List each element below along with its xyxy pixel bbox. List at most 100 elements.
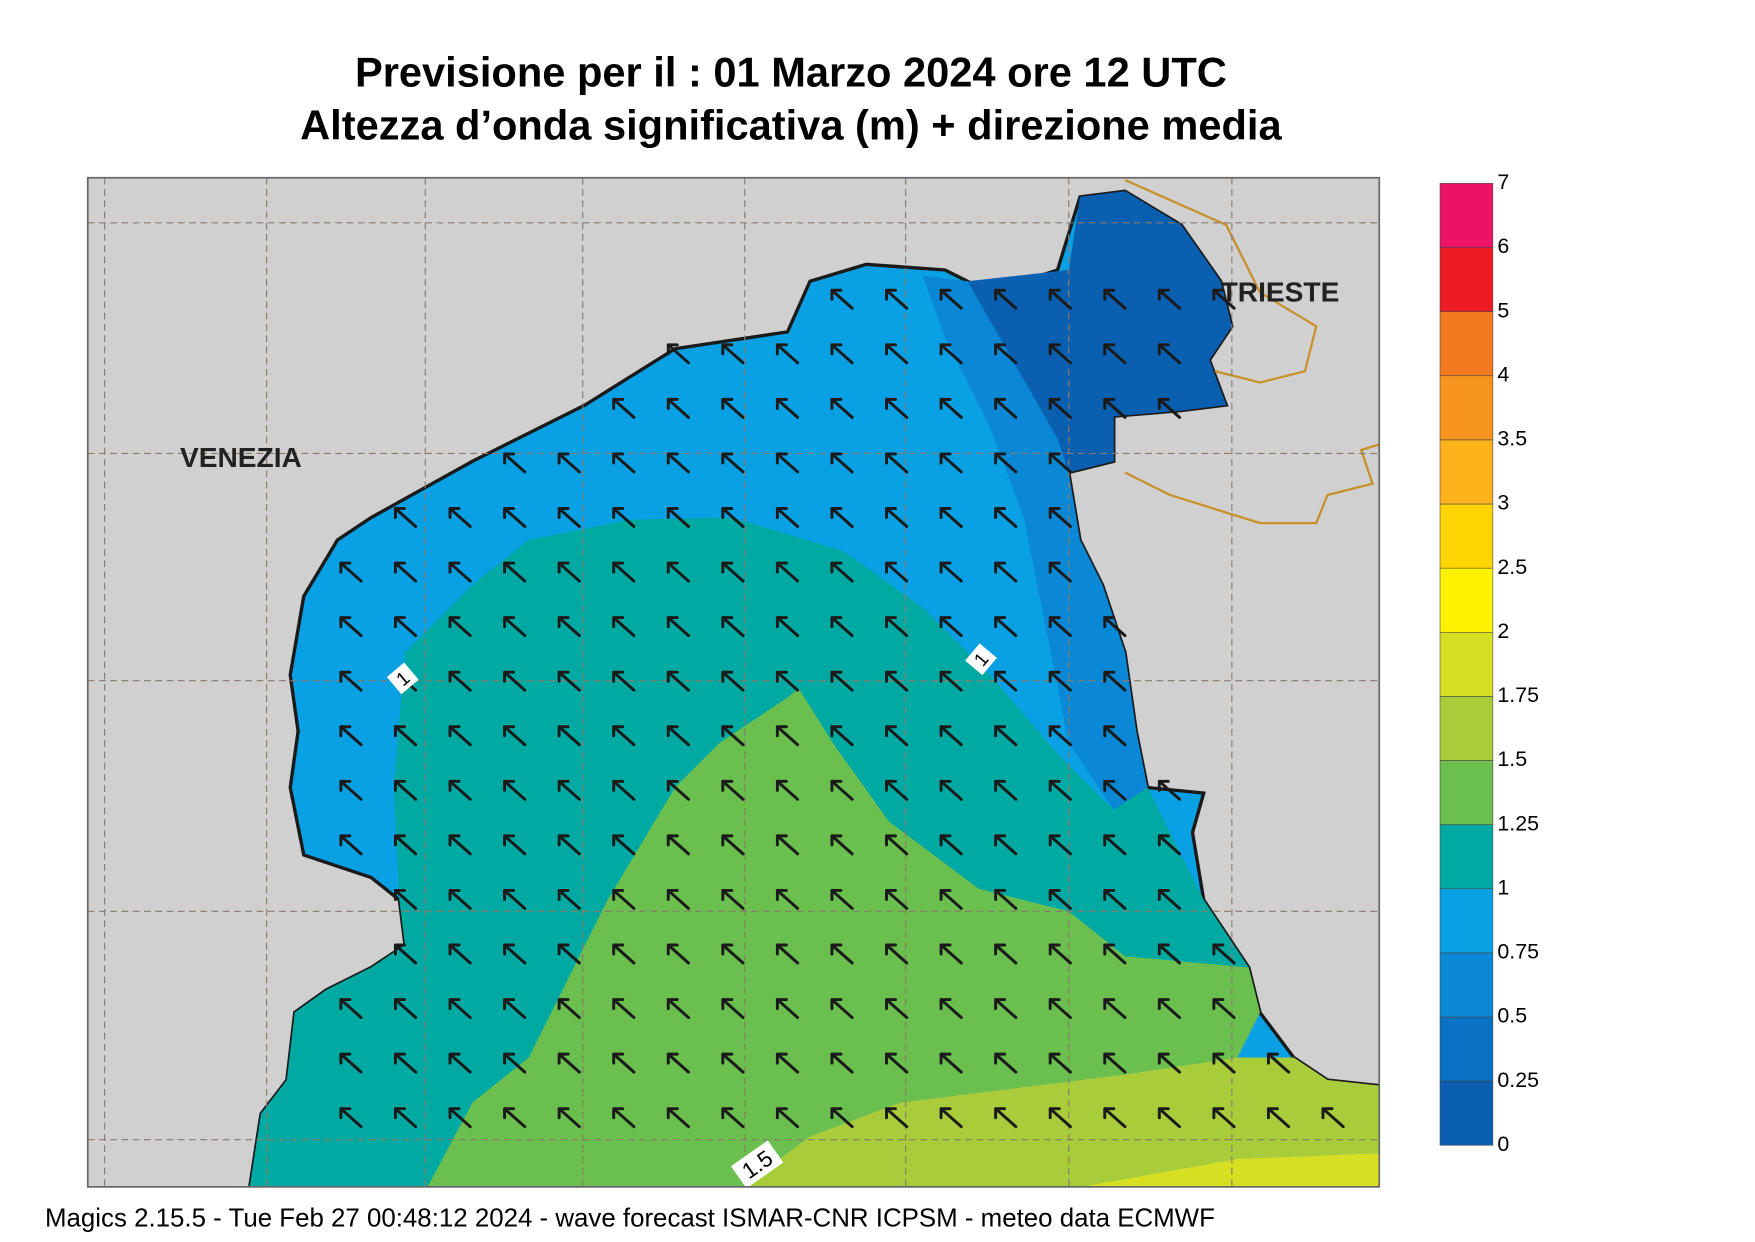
arrow [666, 343, 690, 365]
arrow [885, 616, 909, 638]
arrow [393, 561, 418, 583]
arrow [448, 670, 472, 692]
arrow [612, 1052, 636, 1074]
arrow [557, 725, 581, 747]
arrow [1103, 288, 1127, 310]
arrow [885, 834, 909, 856]
arrow [994, 834, 1018, 856]
arrow [666, 779, 690, 801]
arrow [885, 943, 909, 965]
arrow [885, 343, 909, 365]
arrow [721, 670, 745, 692]
arrow [503, 507, 527, 528]
arrow [1048, 397, 1072, 419]
arrow [612, 452, 636, 474]
arrow [612, 1107, 636, 1129]
arrow [339, 670, 363, 692]
arrow [612, 561, 636, 583]
arrow [448, 507, 472, 528]
arrow [612, 507, 636, 528]
arrow [939, 343, 963, 365]
arrow [448, 834, 472, 856]
title: Previsione per il : 01 Marzo 2024 ore 12… [355, 49, 1227, 96]
colorbar-label: 0.5 [1497, 1004, 1527, 1028]
arrow [939, 725, 963, 747]
arrow [1048, 888, 1072, 910]
arrow [1266, 1107, 1291, 1129]
arrow [1103, 998, 1127, 1020]
arrow [721, 1052, 745, 1074]
arrow [666, 834, 690, 856]
arrow [557, 779, 581, 801]
arrow [721, 943, 745, 965]
arrow [1157, 1052, 1182, 1074]
arrow [885, 725, 909, 747]
arrow [1048, 943, 1072, 965]
arrow [721, 397, 745, 419]
arrow [666, 998, 690, 1020]
arrow [393, 943, 418, 965]
arrow [994, 452, 1018, 474]
arrow [666, 452, 690, 474]
arrow [939, 834, 963, 856]
arrow [503, 561, 527, 583]
colorbar-band [1439, 1080, 1494, 1146]
arrows [339, 288, 1345, 1129]
colorbar-label: 0.25 [1497, 1068, 1539, 1092]
arrow [1212, 943, 1236, 965]
arrow [885, 1107, 909, 1129]
arrow [939, 670, 963, 692]
arrow [339, 998, 363, 1020]
arrow [1048, 670, 1072, 692]
arrow [1157, 943, 1182, 965]
arrow [1212, 1052, 1236, 1074]
arrow [612, 725, 636, 747]
arrow [1103, 616, 1127, 638]
arrow [1103, 888, 1127, 910]
arrow [1212, 998, 1236, 1020]
arrow [666, 616, 690, 638]
arrow [721, 888, 745, 910]
arrow [1157, 998, 1182, 1020]
colorbar-band [1439, 375, 1494, 441]
colorbar-label: 6 [1497, 234, 1509, 258]
arrow [1103, 1052, 1127, 1074]
arrow [994, 561, 1018, 583]
arrow [721, 343, 745, 365]
colorbar-band [1439, 1016, 1494, 1082]
arrow [830, 561, 854, 583]
arrow [721, 507, 745, 528]
colorbar-band [1439, 247, 1494, 312]
arrow [939, 561, 963, 583]
arrow [666, 670, 690, 692]
arrow [1048, 507, 1072, 528]
arrow [721, 452, 745, 474]
arrow [503, 452, 527, 474]
wave-zone [427, 688, 1260, 1187]
arrow [721, 1107, 745, 1129]
arrow [939, 507, 963, 528]
subtitle: Altezza d’onda significativa (m) + direz… [300, 102, 1282, 149]
colorbar-band [1439, 567, 1494, 633]
arrow [994, 998, 1018, 1020]
colorbar: 0 0.25 0.5 0.75 1 1.25 1.5 1.75 2 2.5 3 3.5 4 5 6 7 [1439, 170, 1539, 1156]
arrow [830, 943, 854, 965]
arrow [939, 888, 963, 910]
city-label: TRIESTE [1221, 277, 1340, 308]
arrow [775, 561, 800, 583]
arrow [612, 397, 636, 419]
arrow [339, 561, 363, 583]
arrow [503, 616, 527, 638]
arrow [1103, 670, 1127, 692]
arrow [503, 670, 527, 692]
arrow [721, 616, 745, 638]
arrow [1048, 1107, 1072, 1129]
arrow [448, 943, 472, 965]
contour-label: 1 [386, 662, 419, 695]
arrow [666, 561, 690, 583]
arrow [557, 452, 581, 474]
arrow [339, 779, 363, 801]
arrow [775, 507, 800, 528]
arrow [994, 616, 1018, 638]
